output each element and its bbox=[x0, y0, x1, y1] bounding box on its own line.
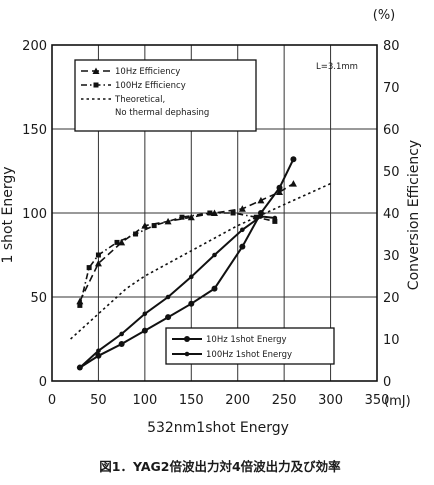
data-point bbox=[184, 336, 190, 342]
data-point bbox=[76, 297, 84, 305]
legend-label: 100Hz 1shot Energy bbox=[206, 350, 292, 360]
x-tick-label: 0 bbox=[48, 393, 56, 408]
figure-caption: 図1．YAG2倍波出力対4倍波出力及び効率 bbox=[99, 459, 341, 474]
data-point bbox=[253, 214, 259, 220]
data-point bbox=[86, 265, 92, 271]
data-point bbox=[240, 227, 245, 233]
data-point bbox=[188, 274, 194, 280]
y-right-unit: (%) bbox=[373, 8, 396, 23]
data-point bbox=[94, 259, 102, 267]
data-point bbox=[118, 238, 126, 246]
legend-energy: 10Hz 1shot Energy 100Hz 1shot Energy bbox=[165, 327, 335, 365]
y-left-axis-label: 1 shot Energy bbox=[0, 166, 16, 263]
data-point bbox=[188, 300, 195, 307]
data-point bbox=[133, 231, 139, 237]
data-point bbox=[290, 156, 297, 163]
y-left-tick-label: 50 bbox=[30, 291, 47, 306]
data-point bbox=[230, 210, 236, 216]
x-tick-label: 300 bbox=[318, 393, 343, 408]
annotation-length: L=3.1mm bbox=[316, 62, 358, 72]
legend-box bbox=[165, 327, 335, 365]
data-point bbox=[276, 184, 283, 191]
data-point bbox=[118, 341, 125, 348]
y-right-axis-label: Conversion Efficiency bbox=[406, 140, 422, 290]
data-point bbox=[151, 223, 157, 229]
data-point bbox=[258, 214, 264, 219]
legend-label: No thermal dephasing bbox=[115, 108, 209, 118]
data-point bbox=[164, 217, 172, 225]
data-point bbox=[165, 294, 171, 300]
data-point bbox=[142, 311, 148, 317]
y-right-tick-label: 80 bbox=[383, 39, 400, 54]
y-right-tick-label: 10 bbox=[383, 333, 400, 348]
x-tick-label: 200 bbox=[225, 393, 250, 408]
data-point bbox=[95, 252, 101, 258]
data-point bbox=[96, 348, 101, 354]
data-point bbox=[95, 352, 102, 359]
legend-box bbox=[74, 59, 257, 132]
x-axis-label: 532nm1shot Energy bbox=[147, 420, 289, 436]
legend-label: 100Hz Efficiency bbox=[115, 81, 186, 91]
y-right-tick-label: 30 bbox=[383, 249, 400, 264]
x-tick-label: 350 bbox=[365, 393, 390, 408]
data-point bbox=[276, 188, 283, 195]
y-left-tick-label: 200 bbox=[22, 39, 47, 54]
data-point bbox=[238, 205, 246, 212]
data-point bbox=[207, 210, 213, 216]
y-left-tick-label: 100 bbox=[22, 207, 47, 222]
x-tick-label: 100 bbox=[132, 393, 157, 408]
y-right-tick-label: 20 bbox=[383, 291, 400, 306]
data-point bbox=[257, 196, 265, 204]
y-right-tick-label: 0 bbox=[383, 375, 391, 390]
series-line bbox=[79, 215, 276, 369]
data-point bbox=[212, 252, 217, 258]
data-point bbox=[92, 67, 100, 74]
plot-frame bbox=[51, 44, 378, 382]
data-point bbox=[114, 239, 120, 245]
x-unit: (mJ) bbox=[384, 394, 411, 409]
series-line bbox=[70, 182, 331, 340]
data-point bbox=[272, 218, 278, 224]
data-point bbox=[141, 222, 149, 229]
legend-label: Theoretical, bbox=[114, 95, 165, 105]
data-point bbox=[93, 82, 99, 88]
ticks-layer: 0 50 100 150 200 250 300 350 0 50 100 150 200 0 10 20 30… bbox=[22, 39, 399, 408]
data-point bbox=[179, 214, 185, 220]
data-point bbox=[77, 365, 83, 370]
data-point bbox=[239, 243, 246, 250]
legend-efficiency: 10Hz Efficiency 100Hz Efficiency Theoretic… bbox=[74, 59, 257, 132]
data-point bbox=[211, 285, 218, 292]
y-left-tick-label: 0 bbox=[39, 375, 47, 390]
x-tick-label: 250 bbox=[272, 393, 297, 408]
data-point bbox=[187, 213, 195, 221]
x-tick-label: 50 bbox=[90, 393, 107, 408]
data-point bbox=[165, 314, 172, 321]
legend-label: 10Hz Efficiency bbox=[115, 67, 180, 77]
y-right-tick-label: 50 bbox=[383, 165, 400, 180]
data-point bbox=[272, 215, 278, 221]
data-point bbox=[289, 180, 297, 187]
data-point bbox=[184, 351, 190, 357]
data-point bbox=[141, 327, 148, 334]
y-right-tick-label: 40 bbox=[383, 207, 400, 222]
y-left-tick-label: 150 bbox=[22, 123, 47, 138]
x-tick-label: 150 bbox=[179, 393, 204, 408]
y-right-tick-label: 70 bbox=[383, 81, 400, 96]
data-point bbox=[119, 331, 124, 337]
data-point bbox=[257, 210, 264, 216]
legend-label: 10Hz 1shot Energy bbox=[206, 335, 287, 345]
data-point bbox=[77, 302, 83, 308]
series-layer bbox=[70, 156, 331, 371]
y-right-tick-label: 60 bbox=[383, 123, 400, 138]
